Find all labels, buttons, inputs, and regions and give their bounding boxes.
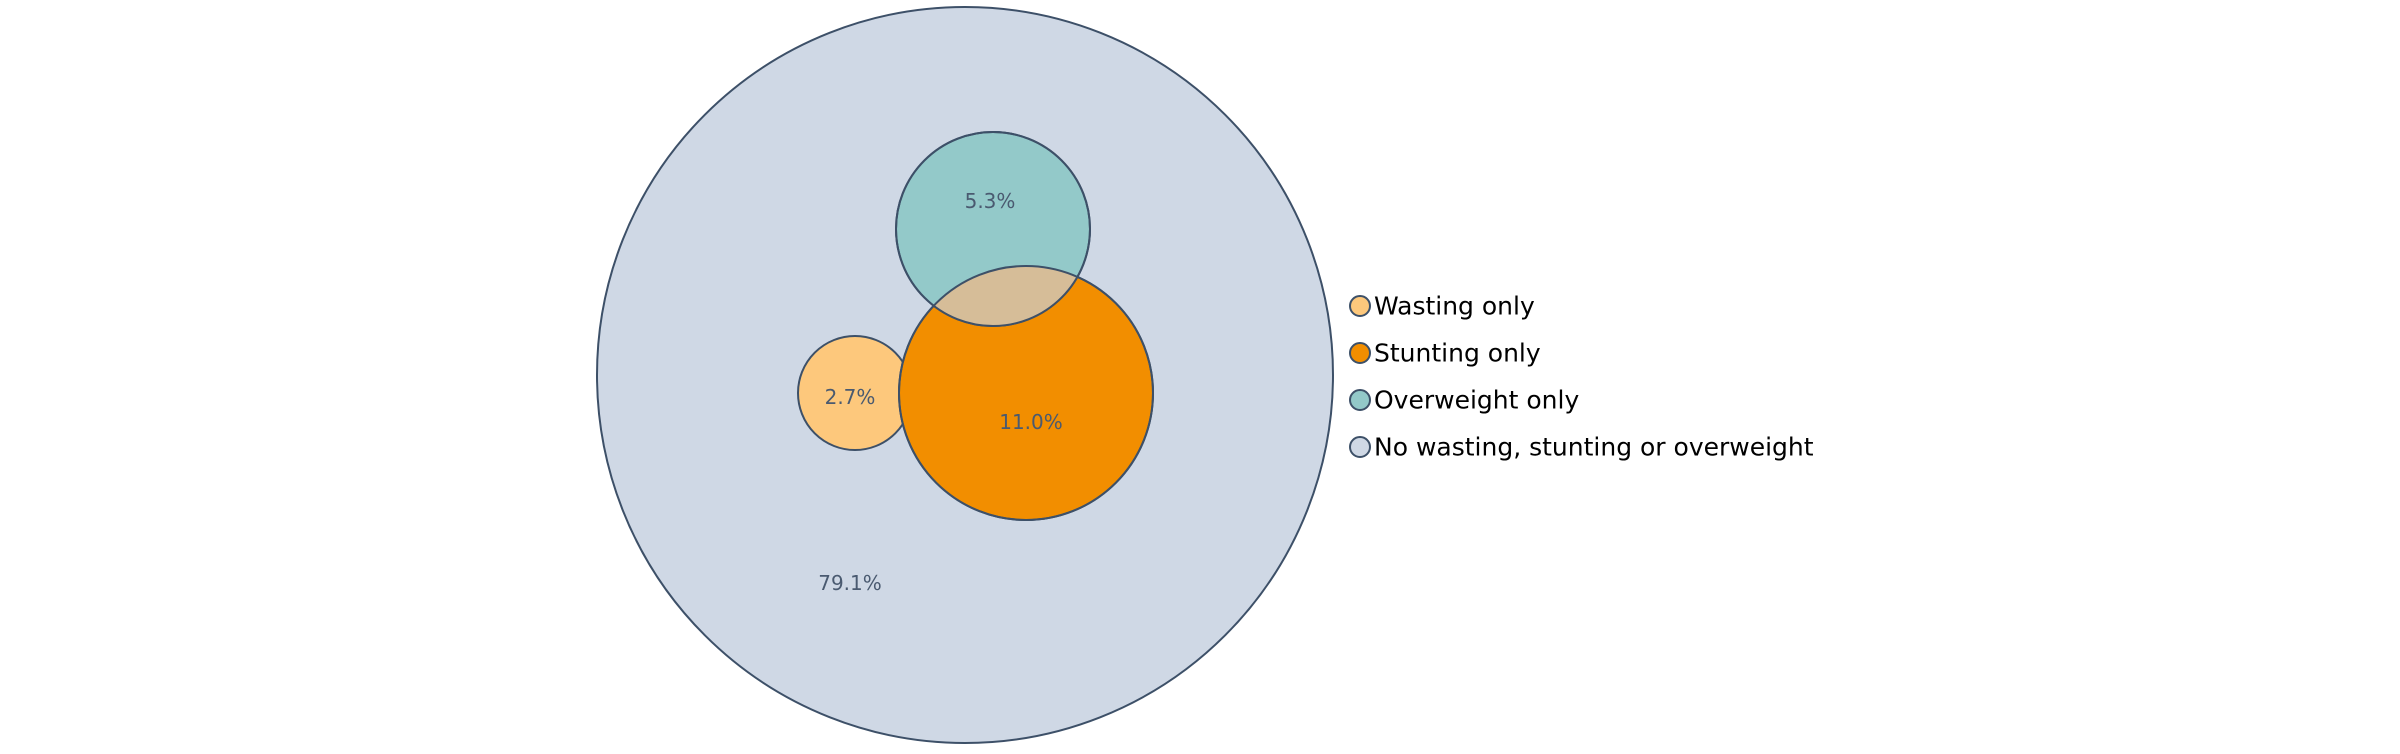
venn-label-wasting: 2.7% <box>825 385 876 409</box>
legend-label-wasting: Wasting only <box>1374 292 1535 321</box>
legend-marker-wasting <box>1349 295 1371 317</box>
legend-marker-stunting <box>1349 342 1371 364</box>
legend-label-overweight: Overweight only <box>1374 386 1579 415</box>
venn-label-stunting: 11.0% <box>999 410 1063 434</box>
legend-marker-total <box>1349 436 1371 458</box>
venn-label-overweight: 5.3% <box>965 189 1016 213</box>
legend-label-stunting: Stunting only <box>1374 339 1541 368</box>
legend-marker-overweight <box>1349 389 1371 411</box>
venn-outline-overweight <box>895 131 1091 327</box>
legend-label-total: No wasting, stunting or overweight <box>1374 433 1814 462</box>
venn-outline-stunting <box>898 265 1154 521</box>
venn-label-total: 79.1% <box>818 571 882 595</box>
